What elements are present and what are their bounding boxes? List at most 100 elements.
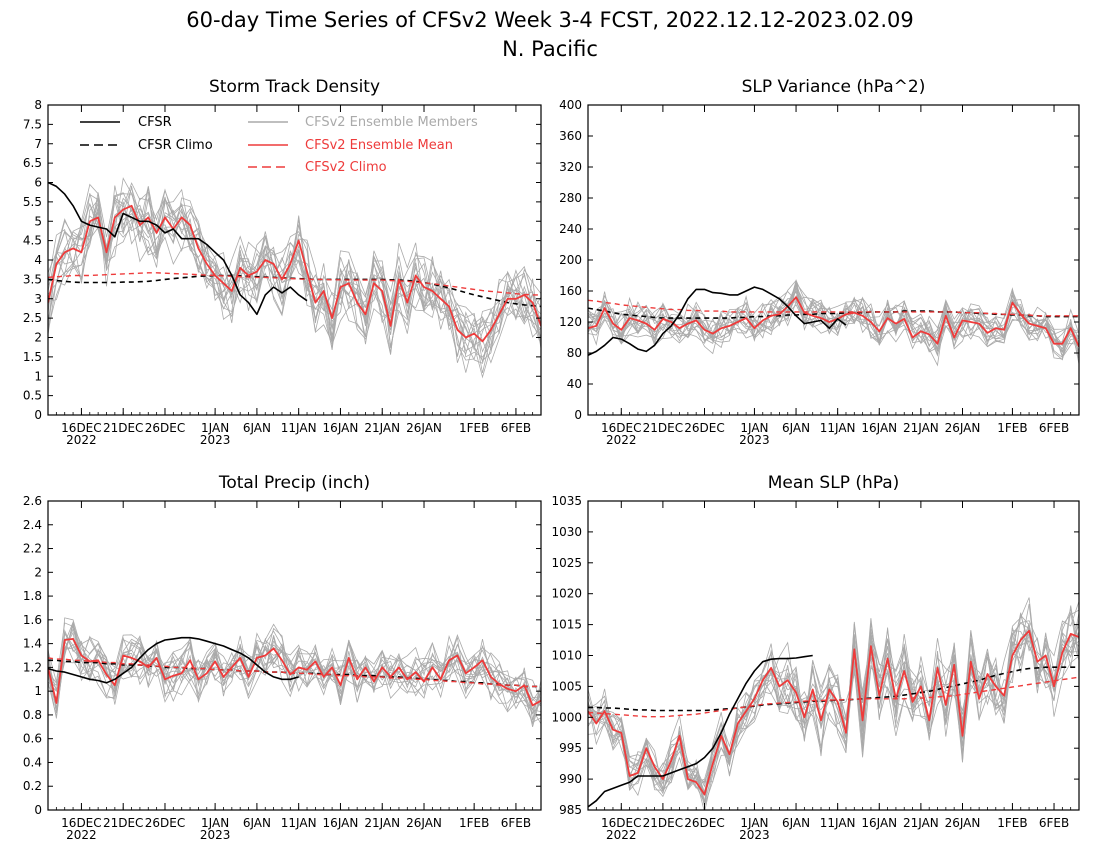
y-tick-label: 2.4 [23,518,42,532]
plot-frame [47,500,542,811]
x-tick-label: 26DEC [684,421,724,435]
series-line-cfsv2-climo [588,299,1079,317]
x-tick-label: 6FEB [1039,816,1069,830]
ensemble-member-line [588,290,1079,348]
y-tick-label: 4 [34,253,42,267]
y-tick-label: 3 [34,292,42,306]
x-tick-label: 1JAN [740,816,768,830]
x-tick-label: 16DEC [61,816,101,830]
y-tick-label: 240 [559,222,582,236]
x-tick-label: 1FEB [997,421,1027,435]
x-tick-label: 16JAN [861,816,897,830]
y-tick-label: 1.8 [23,589,42,603]
ensemble-member-line [48,183,541,342]
y-tick-label: 6 [34,176,42,190]
y-tick-label: 360 [559,129,582,143]
series-line-cfsv2-climo [48,272,541,296]
x-tick-label: 11JAN [820,421,856,435]
x-year-label: 2022 [66,433,97,447]
legend-label-ens-mean: CFSv2 Ensemble Mean [305,138,453,153]
series-line-cfsr [48,181,308,316]
x-tick-label: 1FEB [459,421,489,435]
panel-title: Total Precip (inch) [218,473,370,493]
ensemble-member-line [588,620,1079,798]
x-year-label: 2023 [200,828,231,842]
x-tick-label: 11JAN [820,816,856,830]
x-tick-label: 21JAN [903,816,939,830]
x-tick-label: 26DEC [145,421,185,435]
x-tick-label: 6FEB [1039,421,1069,435]
x-year-label: 2022 [606,828,637,842]
y-tick-label: 1010 [551,649,582,663]
series-line-cfsr-climo [588,307,1079,319]
y-tick-label: 0 [34,408,42,422]
y-tick-label: 1030 [551,525,582,539]
ensemble-member-line [48,186,541,363]
plot-frame [587,104,1080,416]
x-tick-label: 16DEC [601,816,641,830]
series-line-cfsv2-climo [588,676,1079,718]
panel-title: Mean SLP (hPa) [768,473,900,493]
y-tick-label: 120 [559,315,582,329]
x-tick-label: 1JAN [201,421,229,435]
x-tick-label: 11JAN [281,816,317,830]
y-tick-label: 0 [574,408,582,422]
y-tick-label: 6.5 [23,156,42,170]
y-tick-label: 1025 [551,556,582,570]
series-line-cfsr [48,636,299,684]
x-tick-label: 26DEC [684,816,724,830]
panel-slp-variance: SLP Variance (hPa^2) 0 40 80 120 160 200 240 280… [559,77,1080,447]
y-tick-label: 1 [34,369,42,383]
x-year-label: 2023 [739,433,770,447]
x-tick-label: 6JAN [782,816,810,830]
y-tick-label: 2.6 [23,494,42,508]
y-tick-label: 80 [567,346,582,360]
panel-title: SLP Variance (hPa^2) [742,77,926,97]
x-tick-label: 21DEC [103,816,143,830]
y-tick-label: 2.5 [23,311,42,325]
y-tick-label: 2 [34,331,42,345]
y-tick-label: 7 [34,137,42,151]
y-tick-label: 0.5 [23,389,42,403]
y-tick-label: 1005 [551,679,582,693]
x-year-label: 2023 [200,433,231,447]
panel-storm-track-density: Storm Track Density 0 0.5 1 1.5 2 2.5 3 3.5 4 4.5 5… [23,77,542,447]
x-tick-label: 1FEB [997,816,1027,830]
x-tick-label: 16JAN [861,421,897,435]
y-tick-label: 1015 [551,618,582,632]
y-tick-label: 160 [559,284,582,298]
y-tick-label: 1 [34,684,42,698]
y-tick-label: 5 [34,214,42,228]
ensemble-member-line [48,617,541,714]
x-tick-label: 16DEC [61,421,101,435]
y-tick-label: 200 [559,253,582,267]
x-tick-label: 1JAN [201,816,229,830]
y-tick-label: 5.5 [23,195,42,209]
y-tick-label: 985 [559,803,582,817]
series-line-ens-mean [48,638,541,707]
x-tick-label: 21JAN [364,816,400,830]
y-tick-label: 1.2 [23,660,42,674]
ensemble-member-line [48,627,541,709]
x-tick-label: 26JAN [406,421,442,435]
y-tick-label: 40 [567,377,582,391]
panel-total-precip: Total Precip (inch) 0 0.2 0.4 0.6 0.8 1 1.2 1.4 1… [23,473,542,842]
ensemble-member-line [588,627,1079,783]
panel-title: Storm Track Density [209,77,380,97]
ensemble-member-line [48,622,541,721]
y-tick-label: 0.6 [23,732,42,746]
legend-label-cfsv2-climo: CFSv2 Climo [305,160,387,175]
x-tick-label: 21DEC [103,421,143,435]
ensemble-member-line [48,197,541,357]
y-tick-label: 995 [559,741,582,755]
x-tick-label: 6FEB [501,816,531,830]
x-tick-label: 11JAN [281,421,317,435]
legend-label-cfsr-climo: CFSR Climo [138,138,213,153]
x-tick-label: 6JAN [243,816,271,830]
legend: CFSR CFSR Climo CFSv2 Ensemble Members C… [80,115,478,175]
figure-title-line1: 60-day Time Series of CFSv2 Week 3-4 FCS… [186,8,914,32]
series-line-cfsr [588,286,847,357]
series-line-ens-mean [48,204,541,343]
x-tick-label: 21DEC [643,816,683,830]
